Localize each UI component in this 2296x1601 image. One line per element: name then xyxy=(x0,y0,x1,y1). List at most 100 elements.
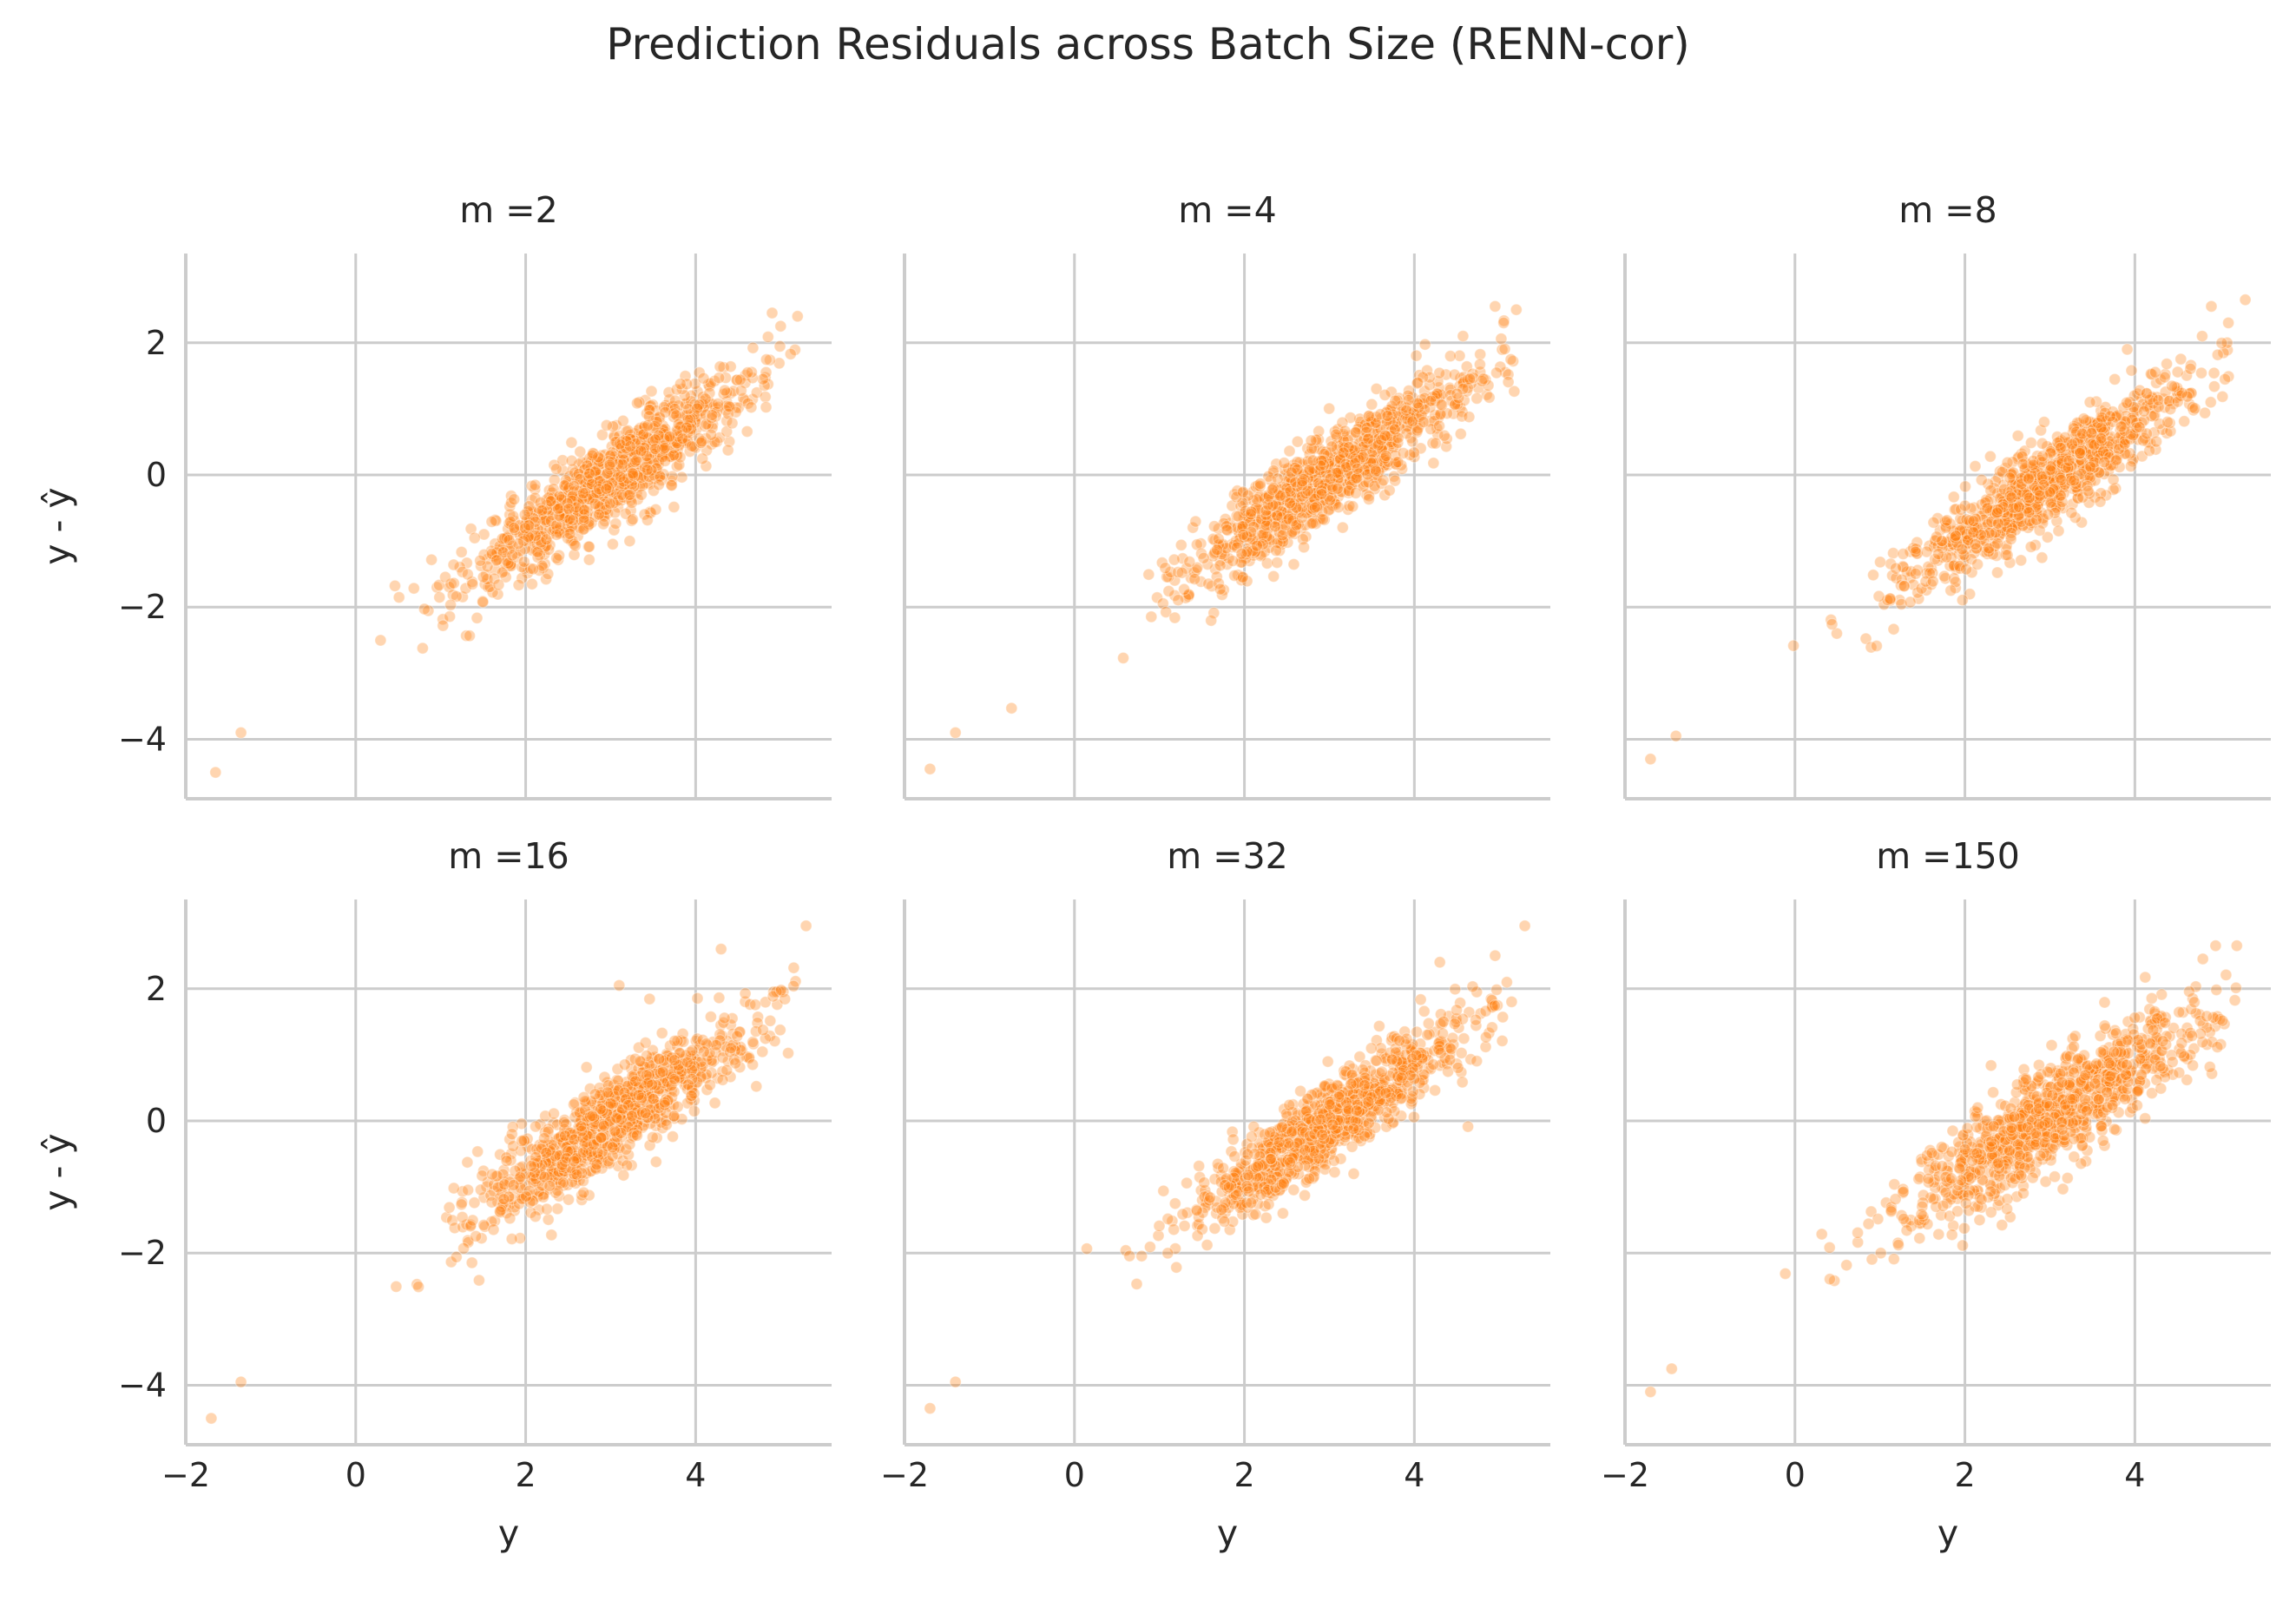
scatter-point xyxy=(1926,575,1939,588)
scatter-point xyxy=(709,401,722,414)
scatter-point xyxy=(500,544,514,557)
scatter-point xyxy=(721,444,734,457)
scatter-point xyxy=(718,1011,731,1025)
scatter-point xyxy=(472,1274,486,1287)
scatter-point xyxy=(536,504,549,517)
scatter-point xyxy=(2083,396,2096,409)
scatter-point xyxy=(549,462,563,476)
scatter-point xyxy=(706,401,719,414)
scatter-point xyxy=(1406,415,1419,428)
scatter-point xyxy=(1271,556,1284,570)
scatter-point xyxy=(1958,480,1972,493)
scatter-point xyxy=(595,490,609,503)
scatter-point xyxy=(646,438,659,451)
scatter-point xyxy=(543,543,556,557)
scatter-point xyxy=(781,1046,795,1060)
scatter-point xyxy=(2036,437,2049,450)
scatter-point xyxy=(526,529,539,542)
scatter-point xyxy=(1490,366,1503,379)
scatter-point xyxy=(713,992,726,1005)
scatter-point xyxy=(609,445,623,458)
scatter-point xyxy=(570,1168,583,1181)
scatter-point xyxy=(465,1256,478,1269)
scatter-point xyxy=(561,521,574,534)
scatter-point xyxy=(515,1134,529,1148)
scatter-point xyxy=(695,435,708,448)
scatter-point xyxy=(1193,1159,1206,1173)
scatter-point xyxy=(600,418,613,432)
scatter-point xyxy=(586,482,600,495)
scatter-point xyxy=(662,438,675,451)
scatter-point xyxy=(1266,483,1279,497)
scatter-point xyxy=(1505,995,1518,1009)
scatter-point xyxy=(594,467,607,481)
scatter-point xyxy=(706,408,719,422)
scatter-point xyxy=(1967,525,1980,539)
scatter-point xyxy=(1283,445,1296,458)
scatter-point xyxy=(482,581,495,594)
scatter-point xyxy=(418,603,431,616)
scatter-point xyxy=(374,634,387,647)
scatter-point xyxy=(1410,1025,1424,1038)
scatter-point xyxy=(642,447,655,460)
scatter-point xyxy=(646,399,660,412)
y-tick-label: −2 xyxy=(118,1234,167,1272)
scatter-point xyxy=(634,477,647,491)
scatter-point xyxy=(543,528,556,542)
scatter-point xyxy=(461,1183,475,1196)
scatter-point xyxy=(580,490,593,503)
scatter-point xyxy=(672,437,686,450)
scatter-point xyxy=(608,430,621,443)
scatter-point xyxy=(614,473,627,486)
scatter-point xyxy=(608,487,621,500)
scatter-point xyxy=(691,992,704,1005)
scatter-point xyxy=(683,408,696,421)
scatter-point xyxy=(1202,577,1215,590)
scatter-point xyxy=(500,1154,513,1168)
scatter-point xyxy=(531,511,544,524)
scatter-point xyxy=(553,496,566,509)
scatter-point xyxy=(627,476,640,490)
scatter-point xyxy=(2062,454,2076,467)
scatter-point xyxy=(533,549,547,562)
scatter-point xyxy=(681,435,695,448)
scatter-point xyxy=(656,1065,669,1078)
scatter-point xyxy=(1873,556,1887,569)
scatter-point xyxy=(525,505,539,519)
scatter-point xyxy=(578,504,591,517)
scatter-point xyxy=(713,372,726,385)
scatter-point xyxy=(680,398,693,411)
scatter-point xyxy=(498,557,511,570)
scatter-point xyxy=(1298,1189,1312,1202)
scatter-point xyxy=(497,1192,510,1206)
scatter-point xyxy=(720,395,734,408)
scatter-point xyxy=(1496,1034,1509,1048)
scatter-point xyxy=(576,487,590,500)
scatter-point xyxy=(481,552,494,566)
scatter-point xyxy=(605,440,618,453)
scatter-point xyxy=(1483,391,1496,404)
scatter-point xyxy=(572,472,585,485)
scatter-point xyxy=(2121,343,2134,356)
scatter-point xyxy=(1378,429,1391,442)
scatter-point xyxy=(607,474,620,487)
scatter-point xyxy=(679,418,692,432)
scatter-point xyxy=(492,544,506,557)
scatter-point xyxy=(598,495,611,509)
scatter-point xyxy=(1454,427,1467,440)
scatter-point xyxy=(683,445,696,458)
scatter-point xyxy=(632,469,645,482)
scatter-point xyxy=(1145,610,1158,623)
scatter-point xyxy=(1303,1172,1316,1185)
scatter-point xyxy=(517,535,530,548)
scatter-point xyxy=(1235,547,1248,560)
scatter-point xyxy=(761,330,774,344)
scatter-point xyxy=(1287,1183,1300,1196)
scatter-point xyxy=(1297,541,1311,554)
scatter-point xyxy=(679,370,692,383)
scatter-point xyxy=(525,544,538,557)
scatter-point xyxy=(621,454,634,468)
scatter-point xyxy=(628,448,641,461)
scatter-point xyxy=(2115,420,2128,433)
x-axis-label: y xyxy=(498,1512,519,1554)
